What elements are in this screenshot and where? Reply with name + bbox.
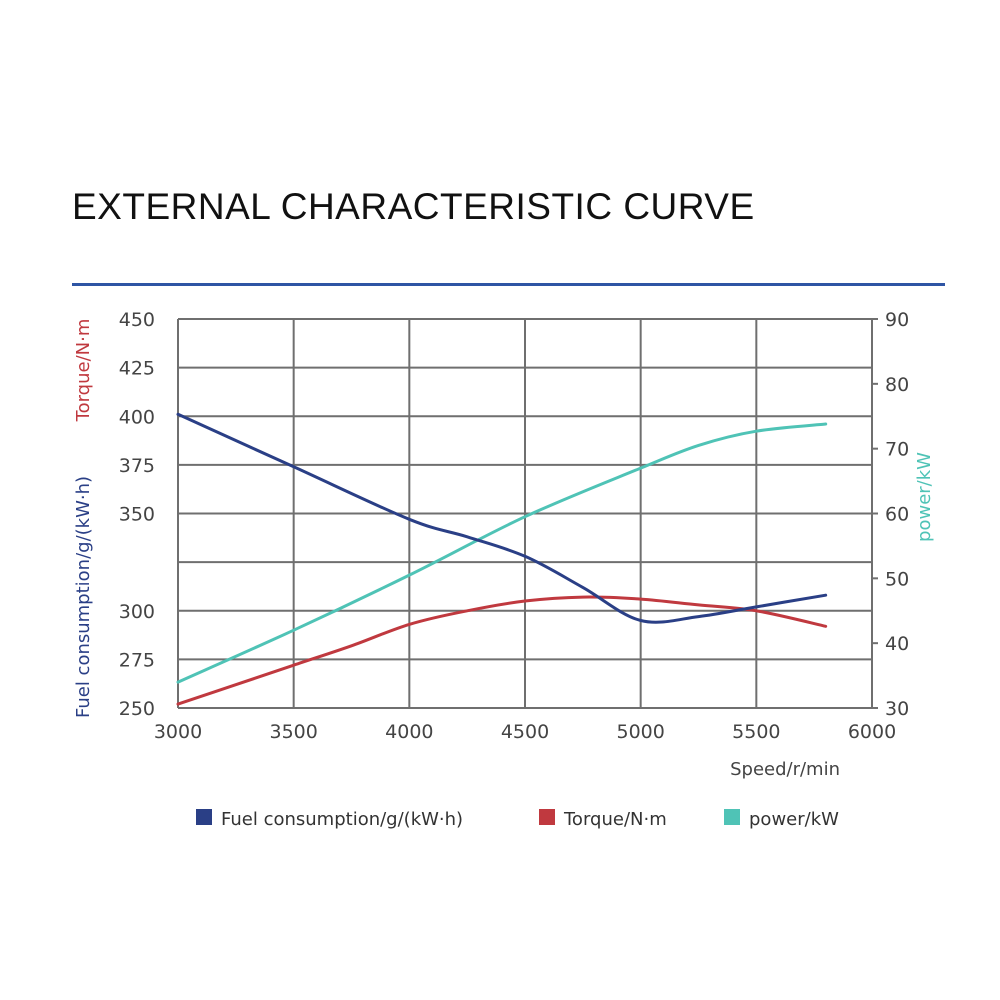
- legend-label-torque: Torque/N·m: [563, 809, 667, 830]
- y-left-tick-label: 275: [119, 649, 155, 671]
- y-left-tick-label: 250: [119, 698, 155, 720]
- y-left-top-label: Torque/N·m: [73, 319, 94, 423]
- x-tick-label: 6000: [848, 721, 896, 743]
- y-right-tick-label: 60: [885, 504, 909, 526]
- series-line-torque: [176, 595, 828, 706]
- y-left-tick-label: 300: [119, 601, 155, 623]
- y-right-tick-label: 70: [885, 439, 909, 461]
- x-tick-label: 5000: [616, 721, 664, 743]
- y-right-axis-ticks: 30 40 50 60 70 80 90: [872, 309, 909, 720]
- series-line-power: [176, 422, 828, 684]
- x-tick-label: 4500: [501, 721, 549, 743]
- x-axis-ticks: 3000 3500 4000 4500 5000 5500 6000: [154, 721, 896, 743]
- x-tick-label: 5500: [732, 721, 780, 743]
- y-left-bottom-label: Fuel consumption/g/(kW·h): [73, 476, 94, 718]
- title-divider: [72, 283, 945, 286]
- y-left-axis-ticks: 250 275 300 350 375 400 425 450: [119, 309, 155, 720]
- x-tick-label: 3000: [154, 721, 202, 743]
- x-tick-label: 4000: [385, 721, 433, 743]
- y-left-tick-label: 375: [119, 455, 155, 477]
- legend-swatch-torque: [539, 809, 555, 825]
- series-lines: [176, 412, 828, 706]
- series-line-fuel-consumption: [176, 412, 828, 624]
- x-axis-label: Speed/r/min: [730, 759, 840, 780]
- y-right-tick-label: 30: [885, 698, 909, 720]
- legend: Fuel consumption/g/(kW·h) Torque/N·m power…: [196, 809, 839, 830]
- x-tick-label: 3500: [269, 721, 317, 743]
- y-right-tick-label: 80: [885, 374, 909, 396]
- legend-label-power: power/kW: [749, 809, 839, 830]
- page-title: EXTERNAL CHARACTERISTIC CURVE: [72, 186, 755, 227]
- legend-label-fuel-consumption: Fuel consumption/g/(kW·h): [221, 809, 463, 830]
- y-right-label: power/kW: [914, 452, 935, 542]
- y-left-tick-label: 350: [119, 504, 155, 526]
- y-left-tick-label: 425: [119, 358, 155, 380]
- y-left-tick-label: 400: [119, 406, 155, 428]
- y-right-tick-label: 90: [885, 309, 909, 331]
- legend-swatch-fuel-consumption: [196, 809, 212, 825]
- legend-swatch-power: [724, 809, 740, 825]
- chart-grid: [177, 318, 873, 709]
- y-right-tick-label: 40: [885, 633, 909, 655]
- y-right-tick-label: 50: [885, 568, 909, 590]
- y-left-tick-label: 450: [119, 309, 155, 331]
